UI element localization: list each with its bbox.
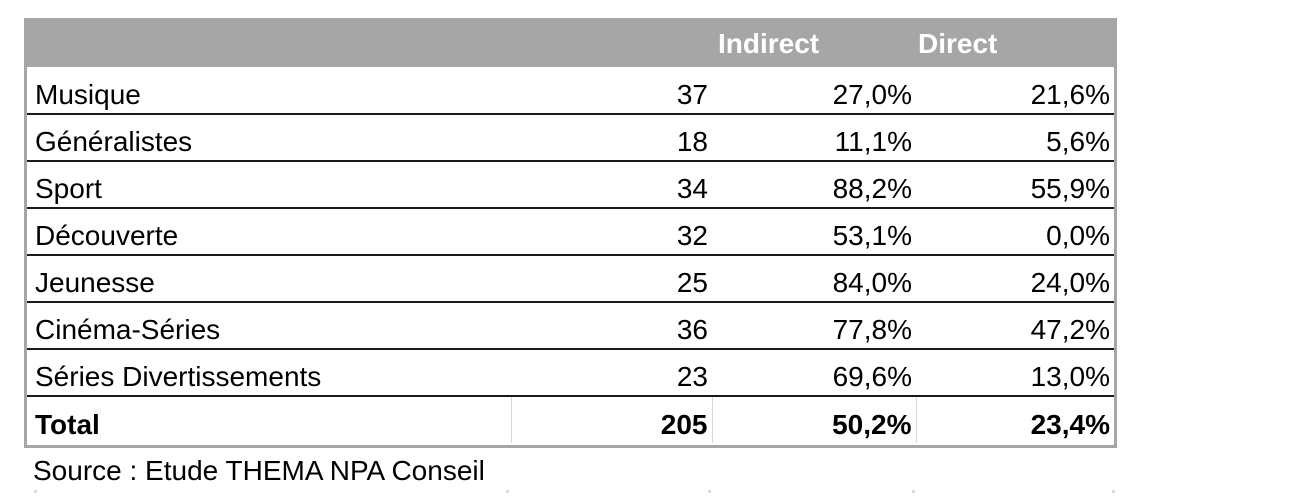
row-count: 23 (511, 349, 712, 397)
row-direct: 0,0% (916, 208, 1114, 256)
table-row: Séries Divertissements 23 69,6% 13,0% (27, 349, 1114, 397)
row-direct: 21,6% (916, 67, 1114, 115)
row-direct: 5,6% (916, 114, 1114, 162)
row-direct: 13,0% (916, 349, 1114, 397)
row-count: 37 (511, 67, 712, 115)
row-direct: 24,0% (916, 255, 1114, 303)
row-count: 18 (511, 114, 712, 162)
table-row: Cinéma-Séries 36 77,8% 47,2% (27, 302, 1114, 350)
header-direct: Direct (918, 28, 998, 59)
row-count: 34 (511, 161, 712, 209)
row-indirect: 69,6% (712, 349, 916, 397)
row-indirect: 77,8% (712, 302, 916, 350)
guide-dot (506, 490, 509, 493)
guide-dot (34, 490, 37, 493)
total-indirect: 50,2% (712, 396, 917, 443)
table-header-row: Indirect Direct (27, 21, 1114, 67)
table-row: Découverte 32 53,1% 0,0% (27, 208, 1114, 256)
guide-dot (912, 490, 915, 493)
row-name: Sport (27, 161, 511, 209)
table-total-row: Total 205 50,2% 23,4% (27, 396, 1114, 443)
data-table: Indirect Direct Musique 37 27,0% 21,6% G… (27, 21, 1114, 443)
row-name: Découverte (27, 208, 511, 256)
table-row: Généralistes 18 11,1% 5,6% (27, 114, 1114, 162)
table-row: Sport 34 88,2% 55,9% (27, 161, 1114, 209)
header-name (27, 21, 511, 67)
table-row: Jeunesse 25 84,0% 24,0% (27, 255, 1114, 303)
data-table-container: Indirect Direct Musique 37 27,0% 21,6% G… (24, 18, 1117, 448)
row-name: Cinéma-Séries (27, 302, 511, 350)
row-name: Séries Divertissements (27, 349, 511, 397)
row-count: 36 (511, 302, 712, 350)
row-name: Jeunesse (27, 255, 511, 303)
table-row: Musique 37 27,0% 21,6% (27, 67, 1114, 115)
bottom-dotted-guides (24, 490, 1117, 494)
row-name: Musique (27, 67, 511, 115)
header-indirect: Indirect (718, 28, 820, 59)
row-direct: 47,2% (916, 302, 1114, 350)
row-direct: 55,9% (916, 161, 1114, 209)
row-name: Généralistes (27, 114, 511, 162)
header-count (511, 21, 712, 67)
row-indirect: 84,0% (712, 255, 916, 303)
guide-dot (1112, 490, 1115, 493)
row-indirect: 11,1% (712, 114, 916, 162)
total-direct: 23,4% (1030, 409, 1110, 440)
guide-dot (708, 490, 711, 493)
row-count: 25 (511, 255, 712, 303)
row-indirect: 53,1% (712, 208, 916, 256)
total-count: 205 (511, 396, 713, 443)
row-indirect: 27,0% (712, 67, 916, 115)
source-note: Source : Etude THEMA NPA Conseil (33, 455, 485, 486)
row-indirect: 88,2% (712, 161, 916, 209)
row-count: 32 (511, 208, 712, 256)
total-label: Total (27, 396, 512, 443)
